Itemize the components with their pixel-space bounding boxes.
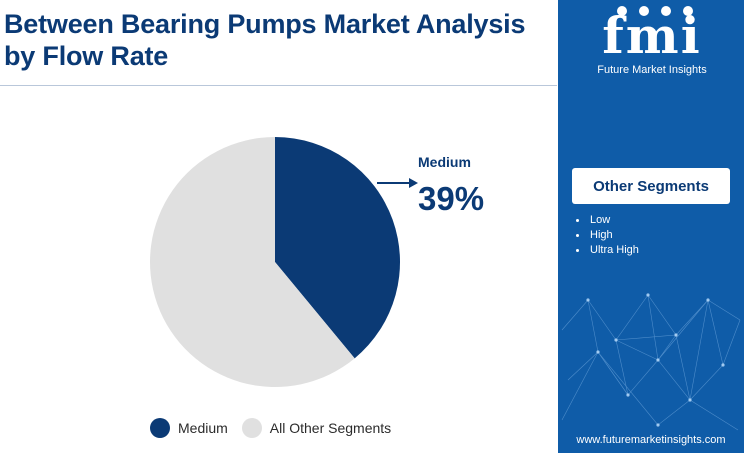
pie-slice-all-other-segments [149, 137, 355, 387]
chart-legend: Medium All Other Segments [150, 418, 405, 438]
segment-item-low: Low [576, 213, 639, 228]
legend-swatch-other [241, 418, 262, 438]
legend-swatch-medium [150, 418, 170, 438]
callout-value-label: 39% [418, 180, 485, 217]
legend-label-medium: Medium [178, 420, 228, 436]
pie-slice-medium [275, 137, 401, 359]
other-segments-header: Other Segments [572, 168, 730, 204]
logo-subtitle: Future Market Insights [597, 64, 707, 76]
segment-item-ultra-high: Ultra High [576, 243, 639, 258]
legend-label-other: All Other Segments [269, 420, 392, 436]
network-pattern-decoration [561, 293, 741, 431]
other-segments-title: Other Segments [593, 178, 709, 195]
segment-item-high: High [576, 228, 639, 243]
title-divider [0, 85, 557, 86]
fmi-logo: fmi Future Market Insights [570, 0, 734, 86]
sidebar-panel: fmi Future Market Insights Other Segment… [558, 0, 744, 453]
callout-category-label: Medium [418, 154, 471, 170]
legend-item-other: All Other Segments [241, 418, 392, 438]
other-segments-list: Low High Ultra High [576, 213, 639, 258]
callout-arrow-head [409, 178, 418, 188]
page-title: Between Bearing Pumps Market Analysis by… [4, 9, 526, 71]
website-url: www.futuremarketinsights.com [576, 434, 726, 446]
legend-item-medium: Medium [150, 418, 228, 438]
logo-text: fmi [602, 6, 702, 65]
pie-chart [149, 137, 418, 387]
logo-pictogram-icons [617, 6, 693, 16]
